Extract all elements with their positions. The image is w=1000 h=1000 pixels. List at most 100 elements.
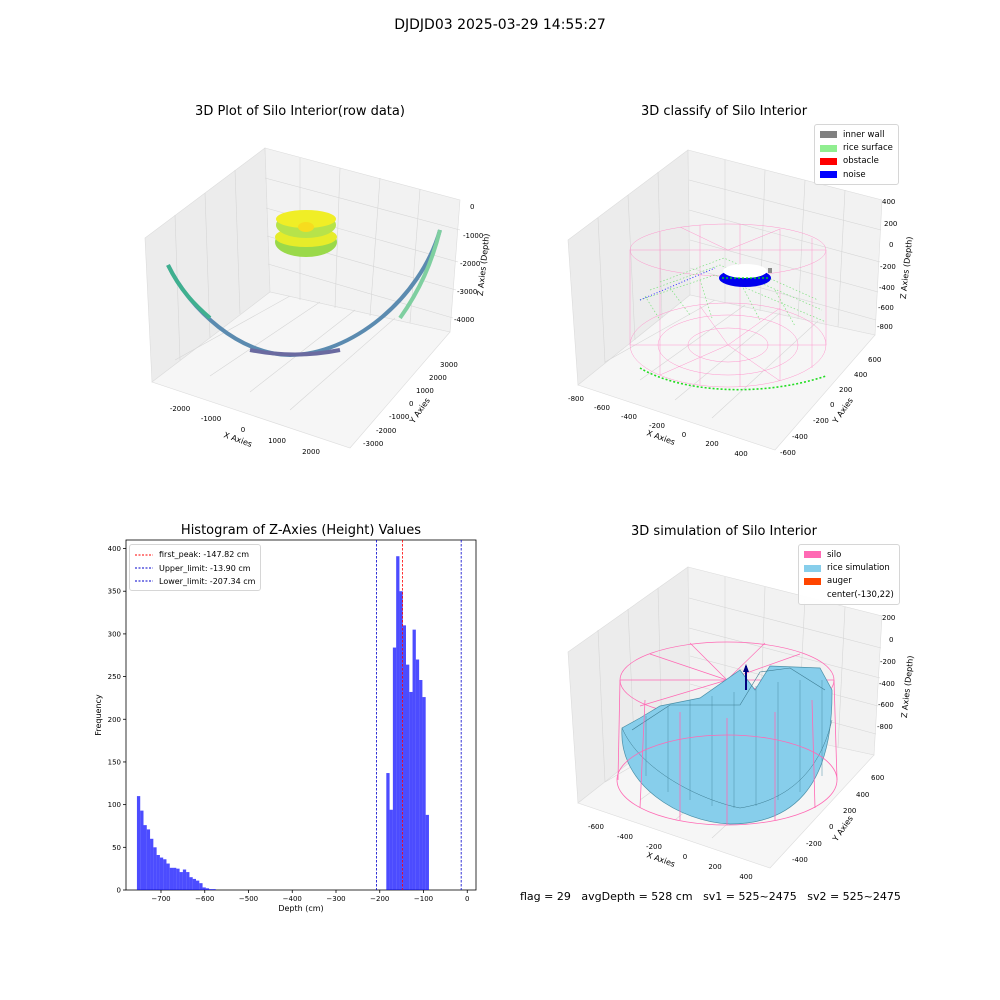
cls-y-tick: -400 (792, 433, 808, 441)
raw-y-tick: 0 (409, 400, 413, 408)
histogram-bar (186, 872, 190, 890)
sim-y-tick: 400 (856, 791, 869, 799)
sim-y-tick: -200 (806, 840, 822, 848)
cls-x-tick: 400 (734, 450, 747, 458)
cls-y-tick: 0 (830, 401, 834, 409)
histogram-bar (205, 888, 210, 890)
simulation-legend: silo rice simulation auger center(-130,2… (798, 544, 900, 605)
histogram-x-tick: −200 (370, 895, 389, 903)
histogram-bar (402, 625, 406, 890)
histogram-y-tick: 100 (108, 801, 121, 809)
histogram-x-label: Depth (cm) (278, 904, 323, 913)
histogram-bar (422, 697, 426, 890)
raw-y-tick: 2000 (429, 374, 447, 382)
sim-x-tick: 0 (683, 853, 687, 861)
raw-z-tick: -4000 (454, 316, 474, 324)
histogram-bar (209, 889, 213, 890)
classify-legend: inner wall rice surface obstacle noise (814, 124, 899, 185)
histogram-y-label: Frequency (94, 694, 103, 736)
legend-item-auger: auger (804, 575, 894, 588)
histogram-y-tick: 300 (108, 630, 121, 638)
histogram-bar (169, 867, 174, 890)
histogram-bar (156, 855, 160, 890)
histogram-bar (389, 809, 393, 890)
histogram-bar (153, 847, 157, 890)
histogram-bar (412, 629, 416, 890)
cls-x-tick: -600 (594, 404, 610, 412)
raw-x-tick: -1000 (201, 415, 221, 423)
histogram-x-tick: −100 (414, 895, 433, 903)
raw-y-tick: -1000 (389, 413, 409, 421)
raw-z-tick: -3000 (457, 288, 477, 296)
histogram-bar (415, 659, 420, 890)
histogram-x-tick: −300 (326, 895, 345, 903)
raw-plot-title: 3D Plot of Silo Interior(row data) (195, 104, 405, 119)
sv2-text: sv2 = 525~2475 (807, 890, 901, 903)
histogram-bar (163, 859, 167, 890)
sim-z-tick: -600 (878, 701, 894, 709)
raw-z-tick: -1000 (463, 232, 483, 240)
histogram-bar (146, 829, 151, 890)
legend-item-lower-limit: Lower_limit: -207.34 cm (135, 576, 256, 586)
legend-item-rice-surface: rice surface (820, 141, 893, 154)
raw-z-tick: -2000 (460, 260, 480, 268)
sim-y-tick: -400 (792, 856, 808, 864)
histogram-x-tick: −400 (283, 895, 302, 903)
histogram-bar (150, 838, 154, 890)
cls-z-tick: -200 (880, 263, 896, 271)
avg-depth-text: avgDepth = 528 cm (581, 890, 693, 903)
sim-z-tick: -800 (877, 723, 893, 731)
sim-x-tick: -200 (646, 843, 662, 851)
cls-y-tick: 200 (839, 386, 852, 394)
cls-y-tick: -600 (780, 449, 796, 457)
histogram-bar (192, 878, 196, 890)
histogram-bar (409, 691, 413, 890)
sim-y-tick: 200 (843, 807, 856, 815)
legend-item-center: center(-130,22) (827, 589, 894, 600)
sv1-text: sv1 = 525~2475 (703, 890, 797, 903)
histogram-bar (159, 857, 164, 890)
raw-x-tick: 2000 (302, 448, 320, 456)
raw-z-tick: 0 (470, 203, 474, 211)
histogram-legend: first_peak: -147.82 cm Upper_limit: -13.… (129, 544, 262, 592)
sim-x-tick: 200 (708, 863, 721, 871)
histogram-bar (196, 880, 200, 890)
sim-z-tick: 0 (889, 636, 893, 644)
cls-x-tick: -200 (649, 422, 665, 430)
histogram-bar (399, 591, 403, 890)
raw-x-tick: 1000 (268, 437, 286, 445)
raw-y-tick: 3000 (440, 361, 458, 369)
histogram-y-tick: 400 (108, 545, 121, 553)
histogram-y-tick: 250 (108, 673, 121, 681)
histogram-y-tick: 50 (112, 844, 121, 852)
raw-y-tick: -3000 (363, 440, 383, 448)
histogram-bar (179, 872, 183, 890)
sim-x-tick: 400 (739, 873, 752, 881)
histogram-x-tick: −700 (151, 895, 170, 903)
legend-item-rice-simulation: rice simulation (804, 561, 894, 574)
histogram-bar (392, 647, 397, 890)
histogram-title: Histogram of Z-Axies (Height) Values (180, 523, 422, 538)
cls-z-tick: -800 (877, 323, 893, 331)
classify-plot-title: 3D classify of Silo Interior (640, 104, 808, 119)
sim-y-tick: 600 (871, 774, 884, 782)
histogram-y-tick: 150 (108, 758, 121, 766)
cls-y-tick: 400 (854, 371, 867, 379)
simulation-plot-title: 3D simulation of Silo Interior (631, 524, 817, 539)
histogram-bar (199, 883, 203, 890)
histogram-frame (125, 539, 477, 891)
legend-item-first-peak: first_peak: -147.82 cm (135, 550, 250, 560)
status-footer: flag = 29 avgDepth = 528 cm sv1 = 525~24… (520, 890, 908, 903)
raw-x-tick: 0 (241, 426, 245, 434)
histogram-x-tick: −500 (239, 895, 258, 903)
cls-z-tick: 200 (884, 220, 897, 228)
histogram-bar (166, 863, 170, 890)
figure-title: DJDJD03 2025-03-29 14:55:27 (394, 17, 606, 33)
raw-x-tick: -2000 (170, 405, 190, 413)
histogram-x-tick: 0 (465, 895, 469, 903)
histogram-bar (143, 825, 147, 890)
legend-item-inner-wall: inner wall (820, 128, 893, 141)
sim-x-tick: -400 (617, 833, 633, 841)
